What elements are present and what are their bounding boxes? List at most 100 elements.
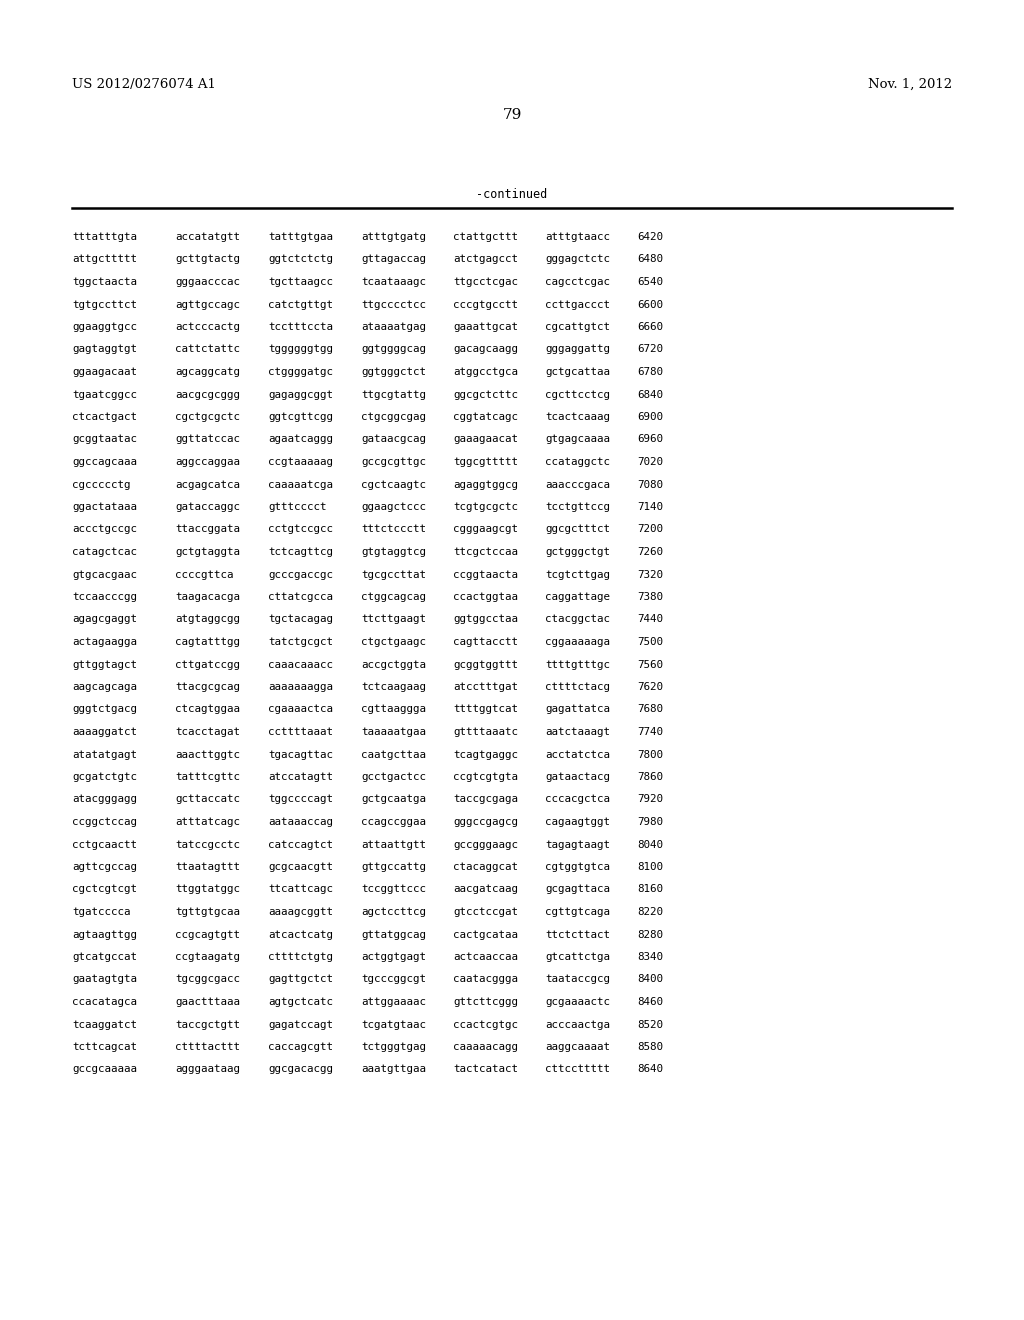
Text: ggtggcctaa: ggtggcctaa: [453, 615, 518, 624]
Text: caaaaatcga: caaaaatcga: [268, 479, 333, 490]
Text: 8400: 8400: [637, 974, 663, 985]
Text: gcgaaaactc: gcgaaaactc: [545, 997, 610, 1007]
Text: attggaaaac: attggaaaac: [361, 997, 426, 1007]
Text: gttgccattg: gttgccattg: [361, 862, 426, 873]
Text: tccaacccgg: tccaacccgg: [72, 591, 137, 602]
Text: agggaataag: agggaataag: [175, 1064, 240, 1074]
Text: atccatagtt: atccatagtt: [268, 772, 333, 781]
Text: cttttacttt: cttttacttt: [175, 1041, 240, 1052]
Text: gttagaccag: gttagaccag: [361, 255, 426, 264]
Text: agtgctcatc: agtgctcatc: [268, 997, 333, 1007]
Text: ccgtcgtgta: ccgtcgtgta: [453, 772, 518, 781]
Text: cttccttttt: cttccttttt: [545, 1064, 610, 1074]
Text: attgcttttt: attgcttttt: [72, 255, 137, 264]
Text: ataaaatgag: ataaaatgag: [361, 322, 426, 333]
Text: cgctcaagtc: cgctcaagtc: [361, 479, 426, 490]
Text: caaacaaacc: caaacaaacc: [268, 660, 333, 669]
Text: ccataggctc: ccataggctc: [545, 457, 610, 467]
Text: tggggggtgg: tggggggtgg: [268, 345, 333, 355]
Text: ctgcggcgag: ctgcggcgag: [361, 412, 426, 422]
Text: aataaaccag: aataaaccag: [268, 817, 333, 828]
Text: 7200: 7200: [637, 524, 663, 535]
Text: catctgttgt: catctgttgt: [268, 300, 333, 309]
Text: ccactcgtgc: ccactcgtgc: [453, 1019, 518, 1030]
Text: gttggtagct: gttggtagct: [72, 660, 137, 669]
Text: agagcgaggt: agagcgaggt: [72, 615, 137, 624]
Text: 8160: 8160: [637, 884, 663, 895]
Text: gcggtggttt: gcggtggttt: [453, 660, 518, 669]
Text: Nov. 1, 2012: Nov. 1, 2012: [868, 78, 952, 91]
Text: cttatcgcca: cttatcgcca: [268, 591, 333, 602]
Text: 8580: 8580: [637, 1041, 663, 1052]
Text: caccagcgtt: caccagcgtt: [268, 1041, 333, 1052]
Text: tcaataaagc: tcaataaagc: [361, 277, 426, 286]
Text: 6660: 6660: [637, 322, 663, 333]
Text: cgcttcctcg: cgcttcctcg: [545, 389, 610, 400]
Text: atttgtgatg: atttgtgatg: [361, 232, 426, 242]
Text: ggaaggtgcc: ggaaggtgcc: [72, 322, 137, 333]
Text: atttgtaacc: atttgtaacc: [545, 232, 610, 242]
Text: atttatcagc: atttatcagc: [175, 817, 240, 828]
Text: cgccccctg: cgccccctg: [72, 479, 130, 490]
Text: tgctacagag: tgctacagag: [268, 615, 333, 624]
Text: 7260: 7260: [637, 546, 663, 557]
Text: 6540: 6540: [637, 277, 663, 286]
Text: gcctgactcc: gcctgactcc: [361, 772, 426, 781]
Text: caatacggga: caatacggga: [453, 974, 518, 985]
Text: agtaagttgg: agtaagttgg: [72, 929, 137, 940]
Text: gcttaccatc: gcttaccatc: [175, 795, 240, 804]
Text: gcccgaccgc: gcccgaccgc: [268, 569, 333, 579]
Text: ggtggggcag: ggtggggcag: [361, 345, 426, 355]
Text: cgggaagcgt: cgggaagcgt: [453, 524, 518, 535]
Text: atgtaggcgg: atgtaggcgg: [175, 615, 240, 624]
Text: atcctttgat: atcctttgat: [453, 682, 518, 692]
Text: cactgcataa: cactgcataa: [453, 929, 518, 940]
Text: cgctgcgctc: cgctgcgctc: [175, 412, 240, 422]
Text: 7680: 7680: [637, 705, 663, 714]
Text: gggagctctc: gggagctctc: [545, 255, 610, 264]
Text: ctggggatgc: ctggggatgc: [268, 367, 333, 378]
Text: tctgggtgag: tctgggtgag: [361, 1041, 426, 1052]
Text: gagatccagt: gagatccagt: [268, 1019, 333, 1030]
Text: gcttgtactg: gcttgtactg: [175, 255, 240, 264]
Text: gttcttcggg: gttcttcggg: [453, 997, 518, 1007]
Text: gaatagtgta: gaatagtgta: [72, 974, 137, 985]
Text: atcactcatg: atcactcatg: [268, 929, 333, 940]
Text: gtcctccgat: gtcctccgat: [453, 907, 518, 917]
Text: gggaacccac: gggaacccac: [175, 277, 240, 286]
Text: gctgggctgt: gctgggctgt: [545, 546, 610, 557]
Text: 7800: 7800: [637, 750, 663, 759]
Text: gaactttaaa: gaactttaaa: [175, 997, 240, 1007]
Text: 8280: 8280: [637, 929, 663, 940]
Text: 6780: 6780: [637, 367, 663, 378]
Text: gagtaggtgt: gagtaggtgt: [72, 345, 137, 355]
Text: 6720: 6720: [637, 345, 663, 355]
Text: cttgatccgg: cttgatccgg: [175, 660, 240, 669]
Text: taaaaatgaa: taaaaatgaa: [361, 727, 426, 737]
Text: catagctcac: catagctcac: [72, 546, 137, 557]
Text: tcagtgaggc: tcagtgaggc: [453, 750, 518, 759]
Text: gcggtaatac: gcggtaatac: [72, 434, 137, 445]
Text: ttaccggata: ttaccggata: [175, 524, 240, 535]
Text: ggcgctcttc: ggcgctcttc: [453, 389, 518, 400]
Text: ggtcgttcgg: ggtcgttcgg: [268, 412, 333, 422]
Text: gttatggcag: gttatggcag: [361, 929, 426, 940]
Text: ggtgggctct: ggtgggctct: [361, 367, 426, 378]
Text: ttttgtttgc: ttttgtttgc: [545, 660, 610, 669]
Text: taccgcgaga: taccgcgaga: [453, 795, 518, 804]
Text: tggcgttttt: tggcgttttt: [453, 457, 518, 467]
Text: cgtggtgtca: cgtggtgtca: [545, 862, 610, 873]
Text: taccgctgtt: taccgctgtt: [175, 1019, 240, 1030]
Text: tatttcgttc: tatttcgttc: [175, 772, 240, 781]
Text: tatttgtgaa: tatttgtgaa: [268, 232, 333, 242]
Text: ctcactgact: ctcactgact: [72, 412, 137, 422]
Text: 7380: 7380: [637, 591, 663, 602]
Text: tactcatact: tactcatact: [453, 1064, 518, 1074]
Text: tcttcagcat: tcttcagcat: [72, 1041, 137, 1052]
Text: tcactcaaag: tcactcaaag: [545, 412, 610, 422]
Text: aaatgttgaa: aaatgttgaa: [361, 1064, 426, 1074]
Text: 7080: 7080: [637, 479, 663, 490]
Text: tctcagttcg: tctcagttcg: [268, 546, 333, 557]
Text: atacgggagg: atacgggagg: [72, 795, 137, 804]
Text: gggaggattg: gggaggattg: [545, 345, 610, 355]
